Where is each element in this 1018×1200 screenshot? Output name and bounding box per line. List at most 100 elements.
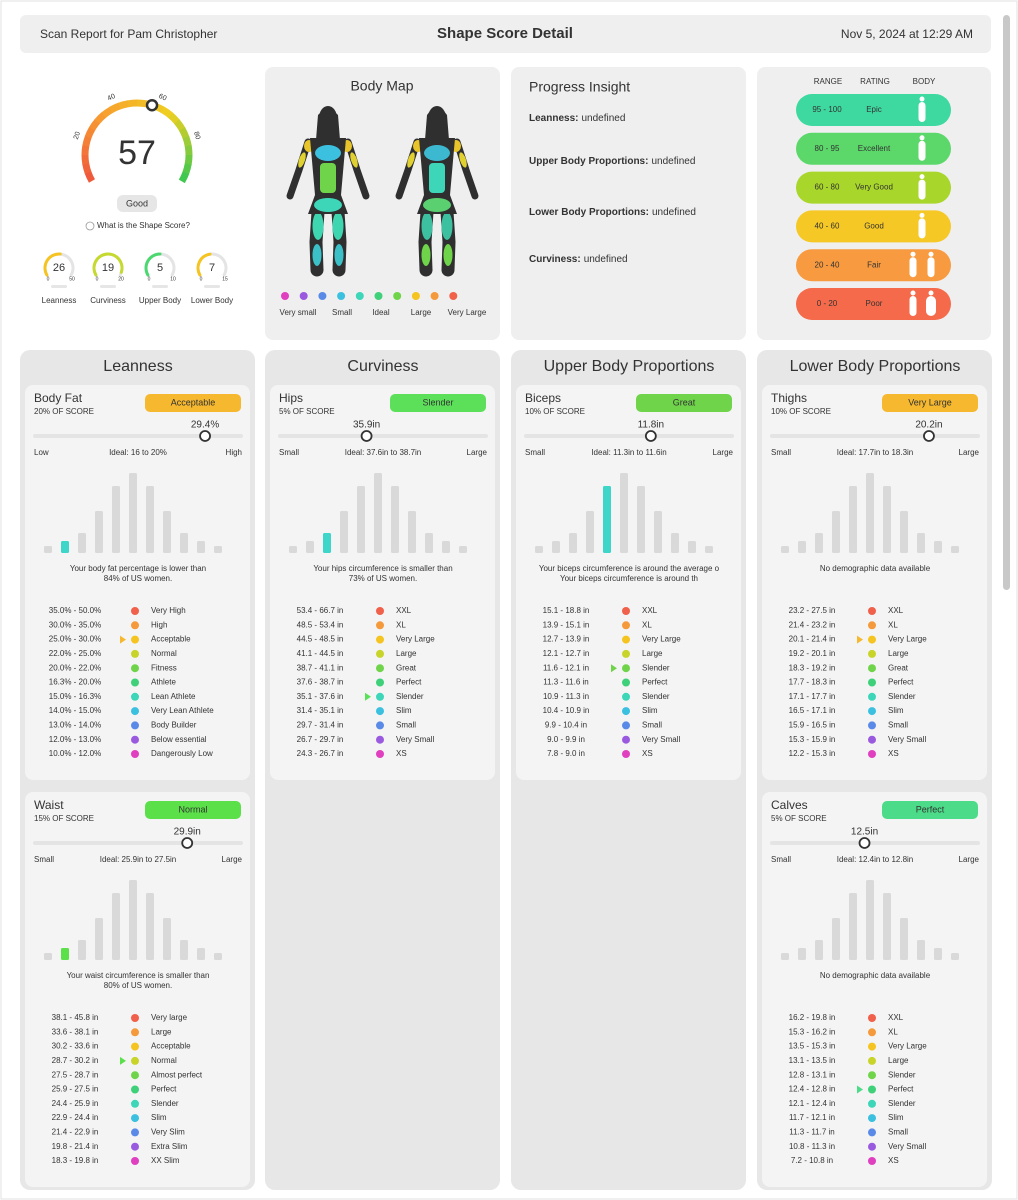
range-label: Acceptable (151, 1042, 191, 1051)
range-dot (868, 707, 876, 716)
muscle-chest (424, 145, 450, 161)
muscle-thigh (441, 212, 453, 240)
range-label: Large (396, 649, 417, 658)
body-icon-body (918, 102, 926, 122)
sub-score-label: Lower Body (191, 296, 233, 305)
range-label: Slender (642, 692, 670, 701)
range-value: 24.3 - 26.7 in (297, 749, 344, 758)
rating-badge-label: Slender (422, 397, 453, 407)
range-label: Slender (151, 1099, 179, 1108)
range-value: 12.0% - 13.0% (49, 735, 101, 744)
sub-gauge-value: 19 (102, 262, 114, 274)
gauge-arc-segment (81, 154, 90, 165)
muscle-core (429, 163, 445, 193)
legend-dot (281, 292, 289, 300)
demographic-note: Your biceps circumference is around th (560, 574, 698, 583)
histogram-bar (900, 511, 908, 553)
range-value: 30.0% - 35.0% (49, 620, 101, 629)
range-label: Very High (151, 606, 186, 615)
histogram-bar (44, 546, 52, 553)
range-label: Very Small (888, 1142, 926, 1151)
histogram-bar (586, 511, 594, 553)
range-value: 15.0% - 16.3% (49, 692, 101, 701)
demographic-note: 84% of US women. (104, 574, 172, 583)
histogram-bar (197, 948, 205, 960)
body-icon-head (910, 290, 916, 296)
gauge-arc-segment (184, 145, 193, 156)
demographic-note: Your waist circumference is smaller than (67, 971, 210, 980)
muscle-arm (350, 152, 358, 168)
range-dot (868, 649, 876, 658)
range-value: 16.5 - 17.1 in (789, 706, 836, 715)
histogram-bar (425, 533, 433, 553)
range-value: 13.9 - 15.1 in (543, 620, 590, 629)
legend-label: Very Large (448, 308, 487, 317)
scale-low: Small (34, 855, 54, 864)
info-icon[interactable] (85, 221, 95, 231)
sub-gauge-min: 0 (148, 276, 151, 282)
body-icon-body (918, 218, 926, 239)
histogram-bar (129, 880, 137, 960)
gauge-arc-segment (81, 144, 90, 156)
range-value: 10.0% - 12.0% (49, 749, 101, 758)
demographic-note: Your body fat percentage is lower than (70, 564, 206, 573)
histogram-bar (374, 473, 382, 553)
metric-card (270, 385, 495, 780)
rating-pill (796, 171, 951, 204)
muscle-arm (407, 152, 415, 168)
range-dot (622, 649, 630, 658)
range-value: 10.8 - 11.3 in (789, 1142, 835, 1151)
score-help-link[interactable]: What is the Shape Score? (97, 221, 190, 230)
scale-low: Low (34, 448, 49, 457)
histogram-bar (798, 541, 806, 553)
gauge-arc-segment (88, 118, 101, 131)
range-value: 11.3 - 11.7 in (789, 1128, 835, 1137)
range-dot (131, 692, 139, 701)
gauge-arc-segment (84, 126, 96, 139)
range-dot (622, 678, 630, 687)
progress-value: undefined (581, 113, 625, 124)
rating-badge (145, 801, 241, 819)
rating-pill (796, 210, 951, 243)
range-label: Very Large (642, 635, 681, 644)
demographic-note: Your hips circumference is smaller than (313, 564, 452, 573)
range-label: XS (642, 749, 653, 758)
scale-high: Large (713, 448, 734, 457)
gauge-arc-segment (184, 154, 193, 166)
sub-gauge-pill (152, 285, 168, 288)
scale-high: High (226, 448, 242, 457)
range-label: XL (888, 620, 898, 629)
range-value: 13.5 - 15.3 in (789, 1042, 836, 1051)
section-title: Curviness (347, 358, 418, 375)
range-dot (868, 621, 876, 630)
range-value: 25.0% - 30.0% (49, 635, 101, 644)
histogram-bar (866, 473, 874, 553)
metric-weight: 10% OF SCORE (771, 407, 831, 416)
histogram-bar (163, 918, 171, 960)
range-dot (868, 635, 876, 644)
range-label: Normal (151, 1056, 177, 1065)
metric-card (25, 792, 250, 1187)
range-dot (376, 750, 384, 758)
sub-gauge-arc (144, 252, 162, 277)
range-dot (622, 607, 630, 615)
range-label: Fitness (151, 663, 177, 672)
histogram-bar (180, 533, 188, 553)
current-range-pointer (857, 635, 863, 644)
progress-label: Upper Body Proportions: (529, 156, 648, 167)
progress-label: Curviness: (529, 254, 581, 265)
rating-name: Excellent (858, 144, 891, 153)
histogram-bar (951, 953, 959, 960)
rating-name: Epic (866, 105, 882, 114)
rating-badge (882, 801, 978, 819)
report-subject: Scan Report for Pam Christopher (40, 27, 217, 41)
body-icon-head (919, 174, 925, 180)
scrollbar[interactable] (1003, 15, 1010, 590)
range-label: Great (888, 663, 909, 672)
progress-label: Leanness: (529, 113, 578, 124)
range-dot (868, 1014, 876, 1022)
histogram-bar (535, 546, 543, 553)
range-label: Slim (151, 1113, 167, 1122)
metric-card (25, 385, 250, 780)
muscle-calf (443, 244, 453, 266)
